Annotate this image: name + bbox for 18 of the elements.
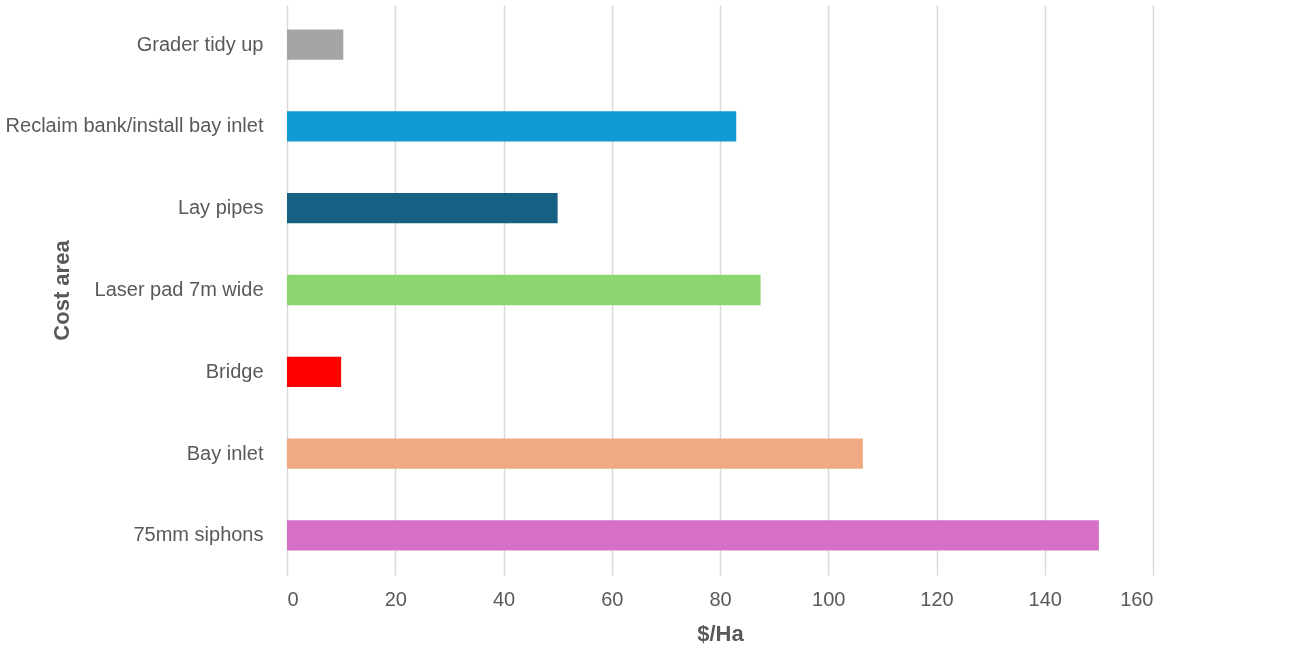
- y-tick-label: Bridge: [205, 359, 264, 382]
- x-tick-label: 160: [1120, 587, 1154, 610]
- y-tick-label: Laser pad 7m wide: [94, 278, 264, 300]
- x-tick-label: 120: [920, 587, 954, 610]
- y-tick-label: Bay inlet: [186, 441, 264, 464]
- y-tick-label: 75mm siphons: [133, 523, 264, 546]
- x-tick-label: 20: [384, 587, 407, 610]
- x-tick-label: 0: [287, 587, 299, 610]
- x-axis-title: $/Ha: [697, 620, 745, 646]
- x-tick-label: 80: [709, 587, 732, 610]
- y-tick-label: Grader tidy up: [136, 32, 264, 55]
- x-tick-label: 100: [812, 587, 846, 610]
- y-tick-label: Reclaim bank/install bay inlet: [5, 114, 264, 137]
- x-tick-label: 60: [601, 587, 624, 610]
- y-axis-title: Cost area: [48, 239, 74, 341]
- x-tick-label: 140: [1028, 587, 1062, 610]
- x-tick-label: 40: [492, 587, 516, 610]
- y-tick-label: Lay pipes: [177, 196, 264, 219]
